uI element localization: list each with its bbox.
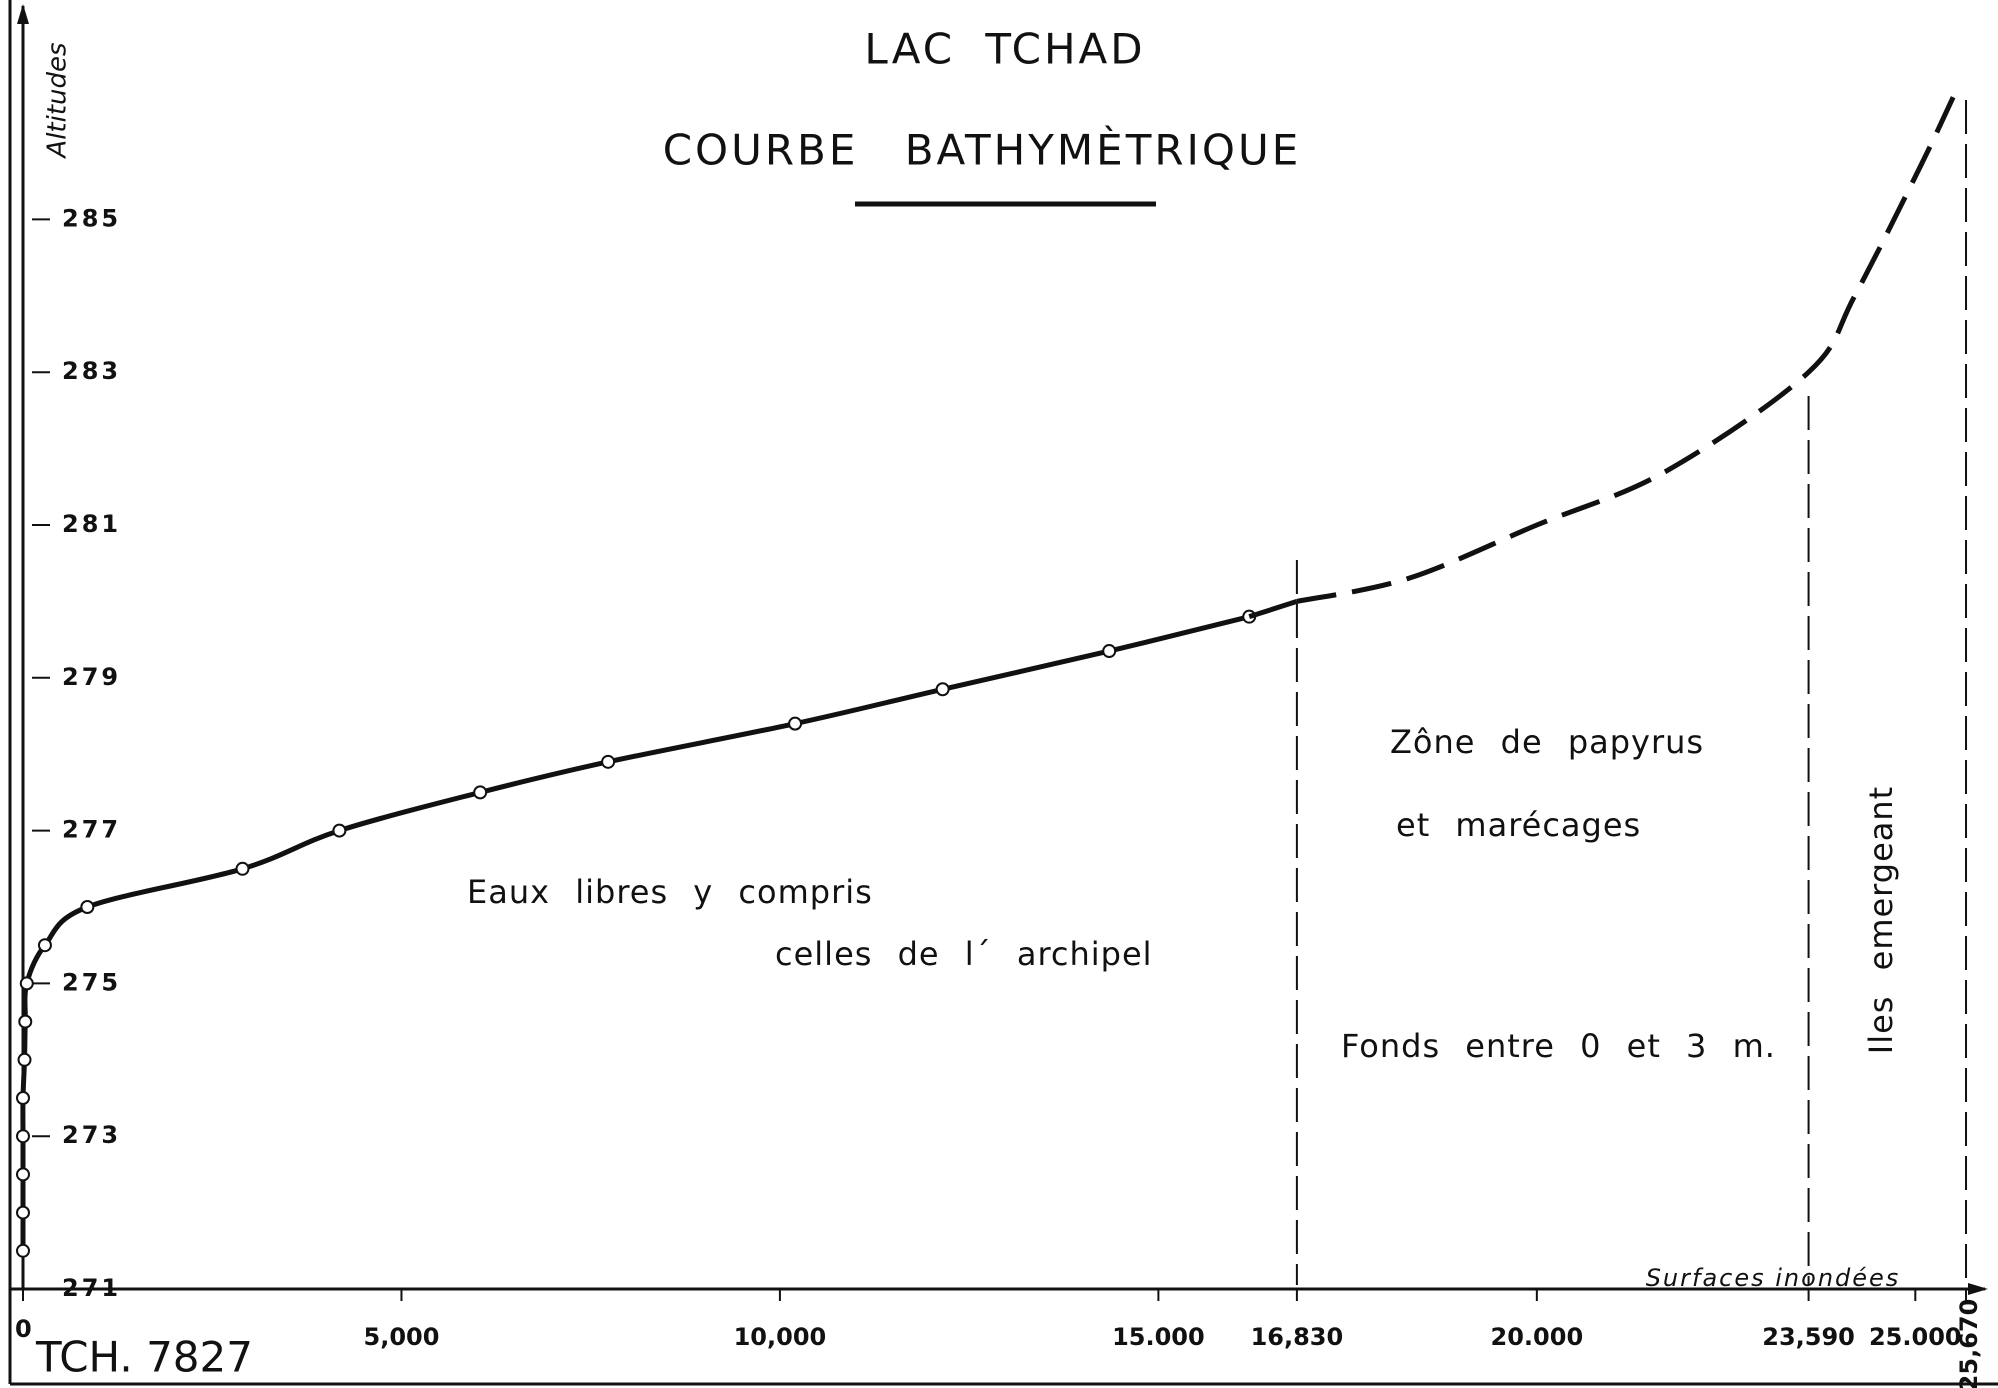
point: [235, 861, 250, 876]
y-tick-label: 271: [62, 1274, 121, 1302]
y-axis-label: Altitudes: [43, 42, 73, 159]
annotation: Eaux libres y compris: [467, 873, 873, 911]
point: [80, 900, 95, 914]
point: [17, 1052, 32, 1067]
line: [20, 614, 1250, 1251]
chart-subtitle: COURBE BATHYMÈTRIQUE: [663, 125, 1302, 175]
annotation: Iles emergeant: [1862, 786, 1900, 1054]
point: [601, 754, 616, 769]
y-axis-arrow: [17, 4, 29, 24]
point: [935, 682, 950, 697]
point: [1102, 644, 1117, 659]
x-tick-label: 20.000: [1491, 1323, 1584, 1351]
annotation: Zône de papyrus: [1390, 723, 1704, 761]
chart-title: LAC TCHAD: [864, 25, 1145, 74]
reference: TCH. 7827: [35, 1333, 253, 1382]
x-axis-label: Surfaces inondées: [1646, 1264, 1901, 1292]
point: [16, 1243, 30, 1258]
line-connector: [1248, 599, 1298, 620]
annotation: celles de l´ archipel: [775, 935, 1153, 973]
point: [788, 716, 803, 731]
annotation: Fonds entre 0 et 3 m.: [1341, 1027, 1776, 1065]
y-tick-label: 275: [62, 968, 121, 996]
x-axis-arrow: [1968, 1283, 1988, 1295]
x-tick-label: 23,590: [1762, 1323, 1855, 1351]
point: [37, 938, 52, 953]
point: [16, 1129, 30, 1144]
point: [473, 785, 488, 800]
y-tick-label: 277: [62, 816, 121, 844]
point: [332, 823, 347, 838]
y-tick-label: 281: [62, 510, 121, 538]
y-tick-label: 283: [62, 357, 121, 385]
x-tick-label: 10,000: [734, 1323, 827, 1351]
x-tick-label: 25,670: [1955, 1299, 1983, 1388]
x-tick-label: 0: [15, 1315, 32, 1343]
y-tick-label: 273: [62, 1121, 121, 1149]
point: [19, 976, 34, 991]
x-tick-label: 25.000: [1869, 1323, 1962, 1351]
y-tick-label: 285: [62, 204, 121, 232]
x-tick-label: 5,000: [364, 1323, 440, 1351]
line: [1296, 96, 1956, 604]
x-tick-label: 16,830: [1251, 1323, 1344, 1351]
y-tick-label: 279: [62, 663, 121, 691]
point: [18, 1014, 33, 1029]
point: [16, 1091, 30, 1105]
point: [16, 1205, 30, 1220]
x-tick-label: 15.000: [1112, 1323, 1205, 1351]
point: [16, 1167, 30, 1182]
annotation: et marécages: [1396, 806, 1641, 844]
